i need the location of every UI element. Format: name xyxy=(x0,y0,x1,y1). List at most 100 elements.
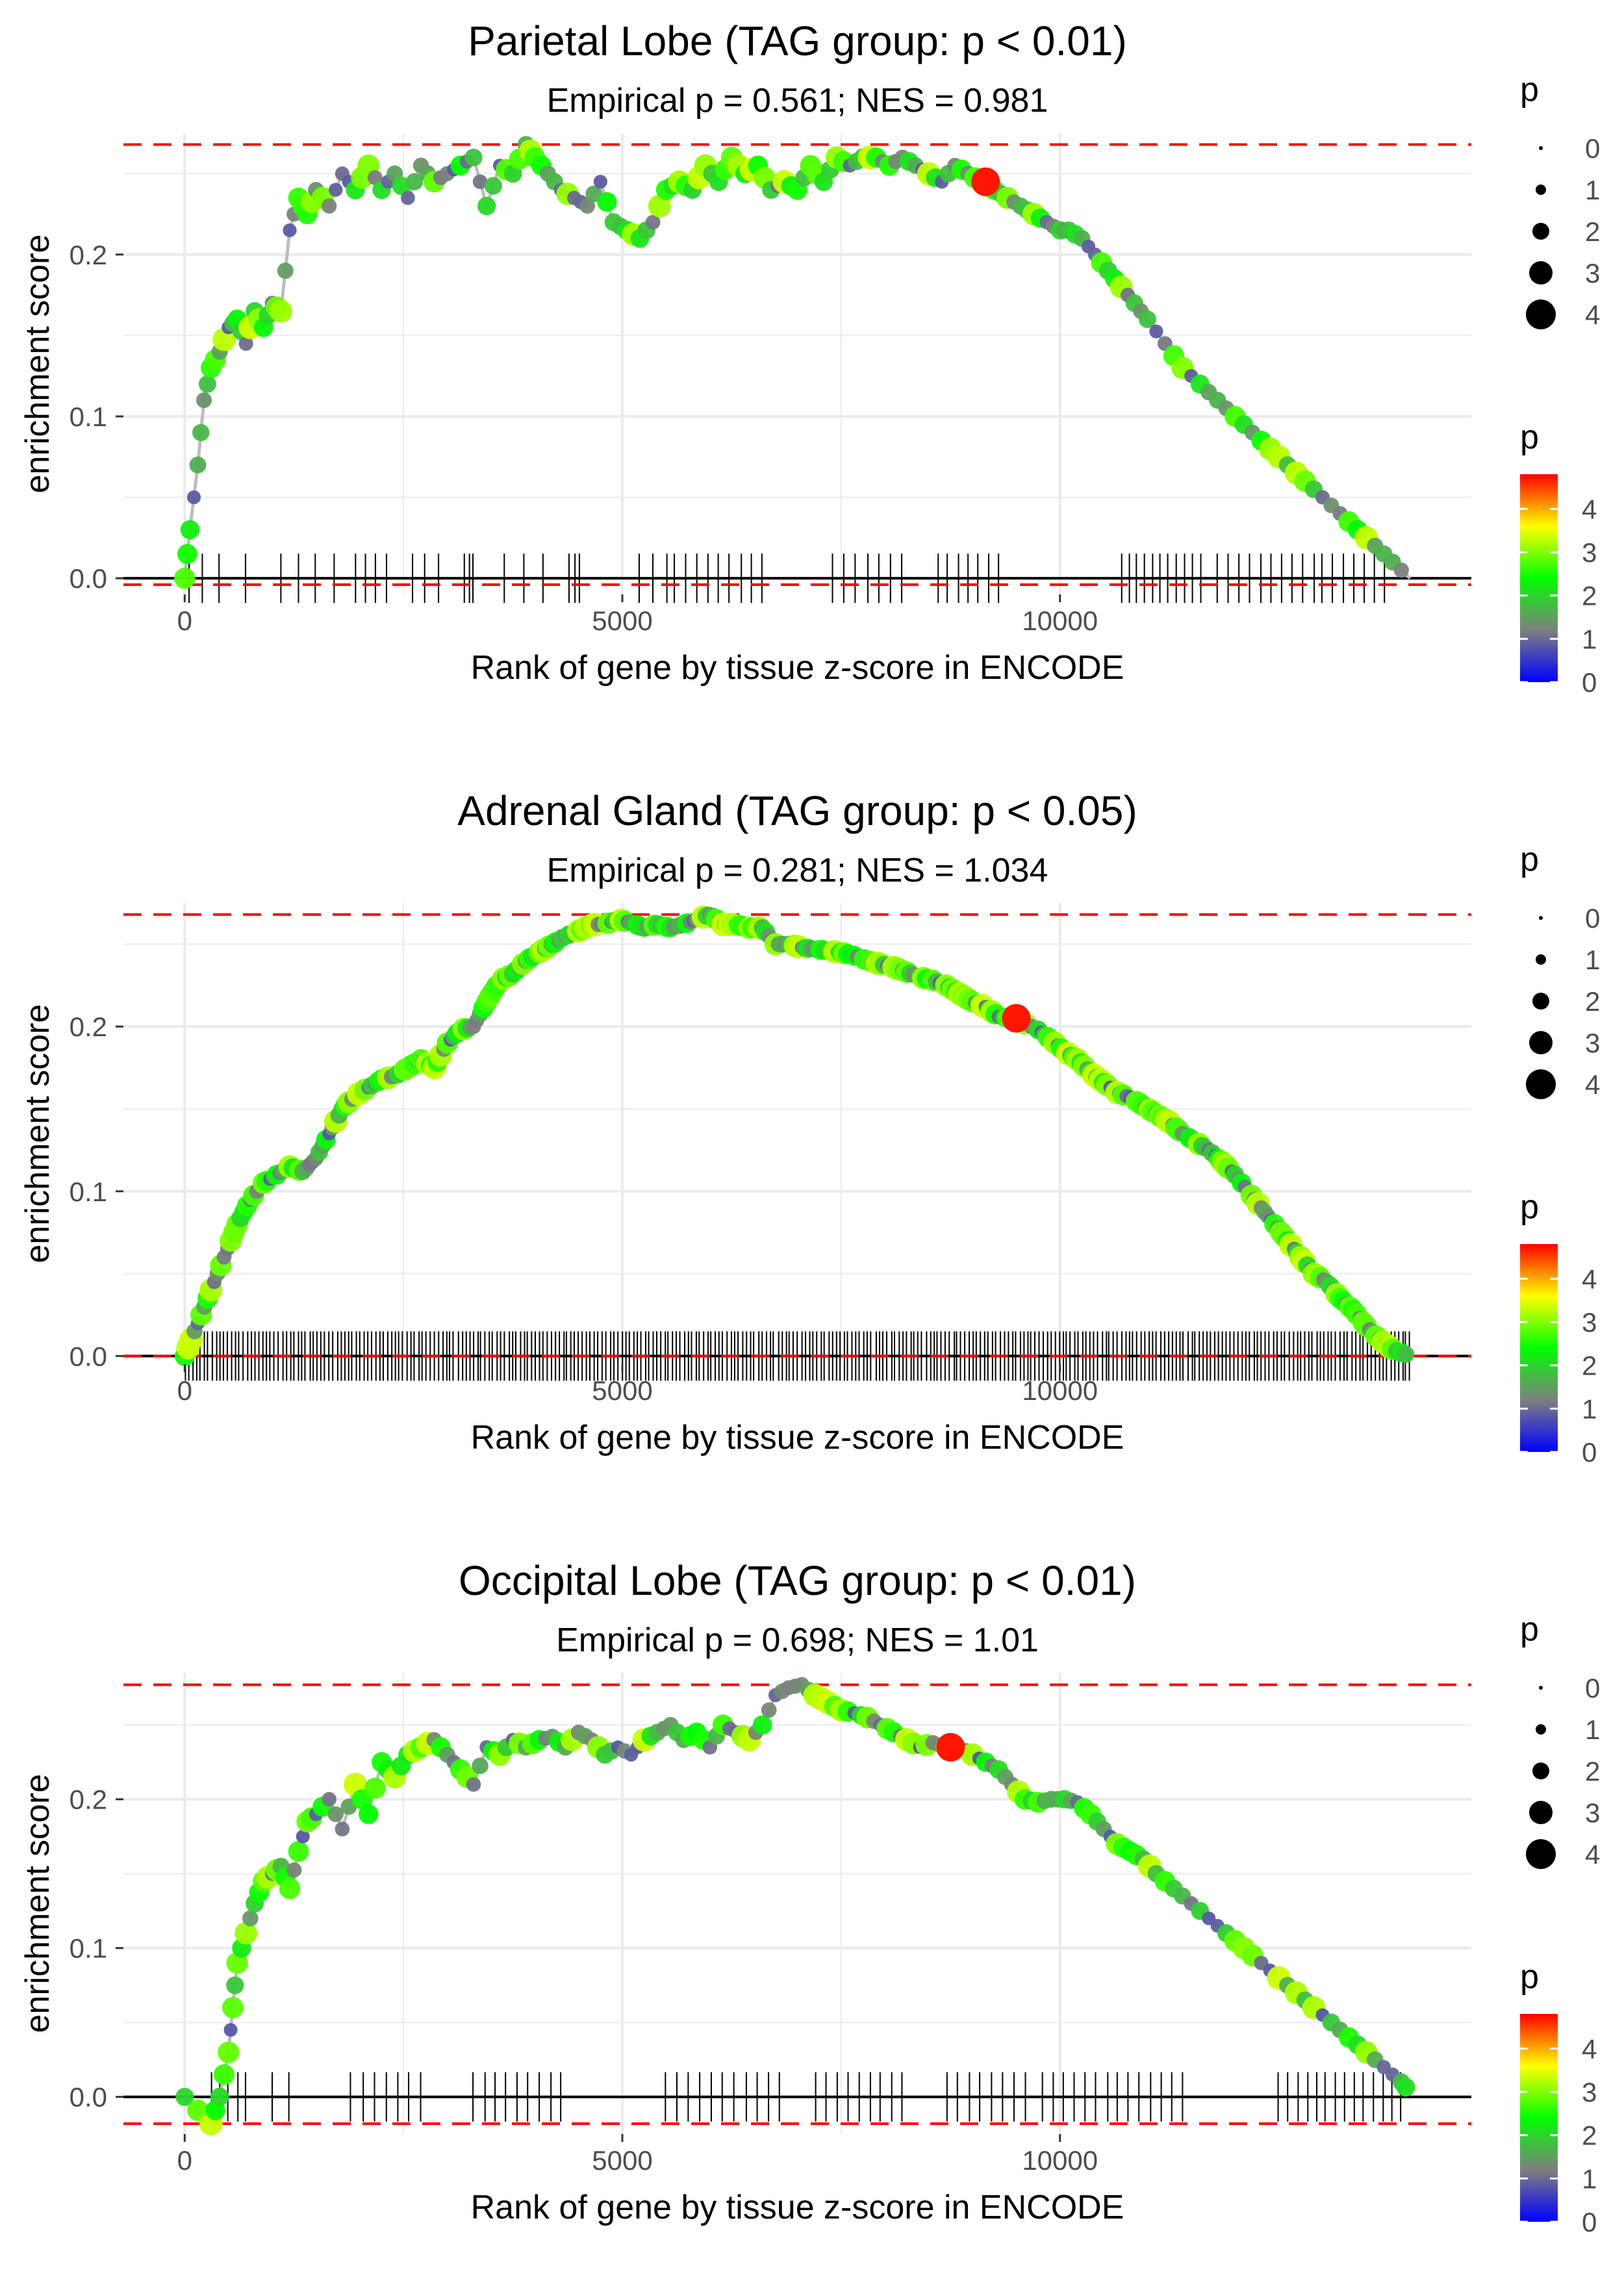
chart-panel-1: Parietal Lobe (TAG group: p < 0.01) Empir… xyxy=(19,18,1600,698)
size-legend-swatch xyxy=(1539,1686,1543,1690)
size-legend-swatch xyxy=(1526,1839,1556,1869)
size-legend-label: 0 xyxy=(1585,133,1600,164)
x-tick-label: 10000 xyxy=(1022,605,1098,636)
data-point xyxy=(466,1777,481,1792)
size-legend-label: 3 xyxy=(1585,258,1600,288)
chart-panel-2: Adrenal Gland (TAG group: p < 0.05) Empir… xyxy=(19,787,1600,1468)
chart-title: Adrenal Gland (TAG group: p < 0.05) xyxy=(457,787,1137,834)
size-legend-swatch xyxy=(1529,1801,1553,1824)
x-tick-label: 10000 xyxy=(1022,1375,1098,1406)
data-point xyxy=(327,1806,344,1822)
color-legend-label: 1 xyxy=(1582,624,1597,654)
color-legend-label: 0 xyxy=(1582,2207,1597,2237)
curve-points xyxy=(175,1677,1415,2135)
size-legend-label: 4 xyxy=(1585,1069,1600,1100)
data-point xyxy=(213,2064,235,2085)
gene-rank-marks xyxy=(210,2072,1402,2122)
data-point xyxy=(222,1996,244,2018)
size-legend-label: 1 xyxy=(1585,175,1600,205)
size-legend-swatch xyxy=(1529,1031,1553,1054)
curve-points xyxy=(174,136,1409,589)
color-bar xyxy=(1520,1244,1558,1452)
color-legend-label: 1 xyxy=(1582,1393,1597,1424)
size-legend-label: 1 xyxy=(1585,1714,1600,1745)
color-legend-label: 2 xyxy=(1582,1351,1597,1381)
data-point xyxy=(226,1952,248,1974)
size-legend-label: 4 xyxy=(1585,1839,1600,1870)
data-point xyxy=(296,1829,310,1844)
data-point xyxy=(1139,311,1156,328)
color-legend-label: 3 xyxy=(1582,1307,1597,1338)
data-point xyxy=(218,2041,240,2063)
data-point xyxy=(364,1777,386,1799)
size-legend-swatch xyxy=(1532,1762,1549,1779)
data-point xyxy=(223,2023,238,2037)
data-point xyxy=(484,177,502,195)
data-point xyxy=(752,1715,772,1735)
data-point xyxy=(472,1757,488,1774)
data-point xyxy=(329,183,343,197)
size-legend-swatch xyxy=(1526,1069,1556,1099)
x-tick-label: 5000 xyxy=(592,1375,652,1406)
enrichment-curve xyxy=(183,912,1411,1358)
size-legend-title: p xyxy=(1520,71,1539,108)
data-point xyxy=(1397,1345,1415,1364)
data-point xyxy=(288,1840,309,1862)
chart-subtitle: Empirical p = 0.698; NES = 1.01 xyxy=(556,1622,1039,1659)
data-point xyxy=(175,2087,194,2106)
data-point xyxy=(1396,2078,1415,2097)
data-point xyxy=(174,567,196,589)
data-point xyxy=(180,520,200,540)
data-point xyxy=(405,173,424,190)
size-legend-swatch xyxy=(1536,184,1546,195)
size-legend-title: p xyxy=(1520,1610,1539,1648)
color-legend-label: 3 xyxy=(1582,2077,1597,2107)
size-legend-label: 3 xyxy=(1585,1028,1600,1058)
x-tick-label: 0 xyxy=(177,1375,192,1406)
chart-subtitle: Empirical p = 0.561; NES = 0.981 xyxy=(547,82,1048,120)
size-legend-label: 2 xyxy=(1585,1756,1600,1787)
color-legend-label: 0 xyxy=(1582,1437,1597,1468)
color-legend-label: 0 xyxy=(1582,667,1597,698)
y-tick-label: 0.2 xyxy=(70,1785,107,1815)
size-legend-label: 3 xyxy=(1585,1798,1600,1828)
size-legend-title: p xyxy=(1520,841,1539,878)
color-legend-label: 3 xyxy=(1582,537,1597,568)
y-tick-label: 0.1 xyxy=(70,401,107,432)
legend: p 0 1 2 3 4 p 4 3 2 1 0 xyxy=(1520,1610,1600,2237)
color-legend-label: 1 xyxy=(1582,2163,1597,2194)
x-tick-label: 0 xyxy=(177,605,192,636)
color-legend-label: 2 xyxy=(1582,2120,1597,2151)
data-point xyxy=(322,1792,336,1807)
data-point xyxy=(283,223,297,238)
data-point xyxy=(177,544,197,565)
data-point xyxy=(1393,562,1409,578)
size-legend-swatch xyxy=(1529,261,1553,285)
legend: p 0 1 2 3 4 p 4 3 2 1 0 xyxy=(1520,71,1600,698)
y-axis-label: enrichment score xyxy=(19,1774,57,2033)
data-point xyxy=(286,1862,302,1878)
legend: p 0 1 2 3 4 p 4 3 2 1 0 xyxy=(1520,841,1600,1468)
color-legend-label: 4 xyxy=(1582,494,1597,524)
data-point xyxy=(186,490,201,505)
data-point xyxy=(321,198,337,214)
size-legend-swatch xyxy=(1532,223,1549,240)
data-point xyxy=(585,185,603,203)
data-point xyxy=(235,1922,257,1945)
data-point xyxy=(1149,324,1163,338)
color-bar xyxy=(1520,2014,1558,2222)
data-point xyxy=(335,1822,350,1837)
highlight-point xyxy=(1002,1004,1031,1033)
size-legend-swatch xyxy=(1532,993,1549,1010)
y-tick-label: 0.1 xyxy=(70,1933,107,1964)
data-point xyxy=(192,424,210,442)
x-axis-label: Rank of gene by tissue z-score in ENCODE xyxy=(471,1419,1124,1457)
chart-subtitle: Empirical p = 0.281; NES = 1.034 xyxy=(547,852,1048,889)
data-point xyxy=(477,196,496,216)
size-legend-swatch xyxy=(1539,146,1543,150)
x-tick-label: 5000 xyxy=(592,2145,652,2176)
size-legend-label: 4 xyxy=(1585,299,1600,330)
size-legend-label: 1 xyxy=(1585,945,1600,975)
color-legend-title: p xyxy=(1520,418,1539,456)
